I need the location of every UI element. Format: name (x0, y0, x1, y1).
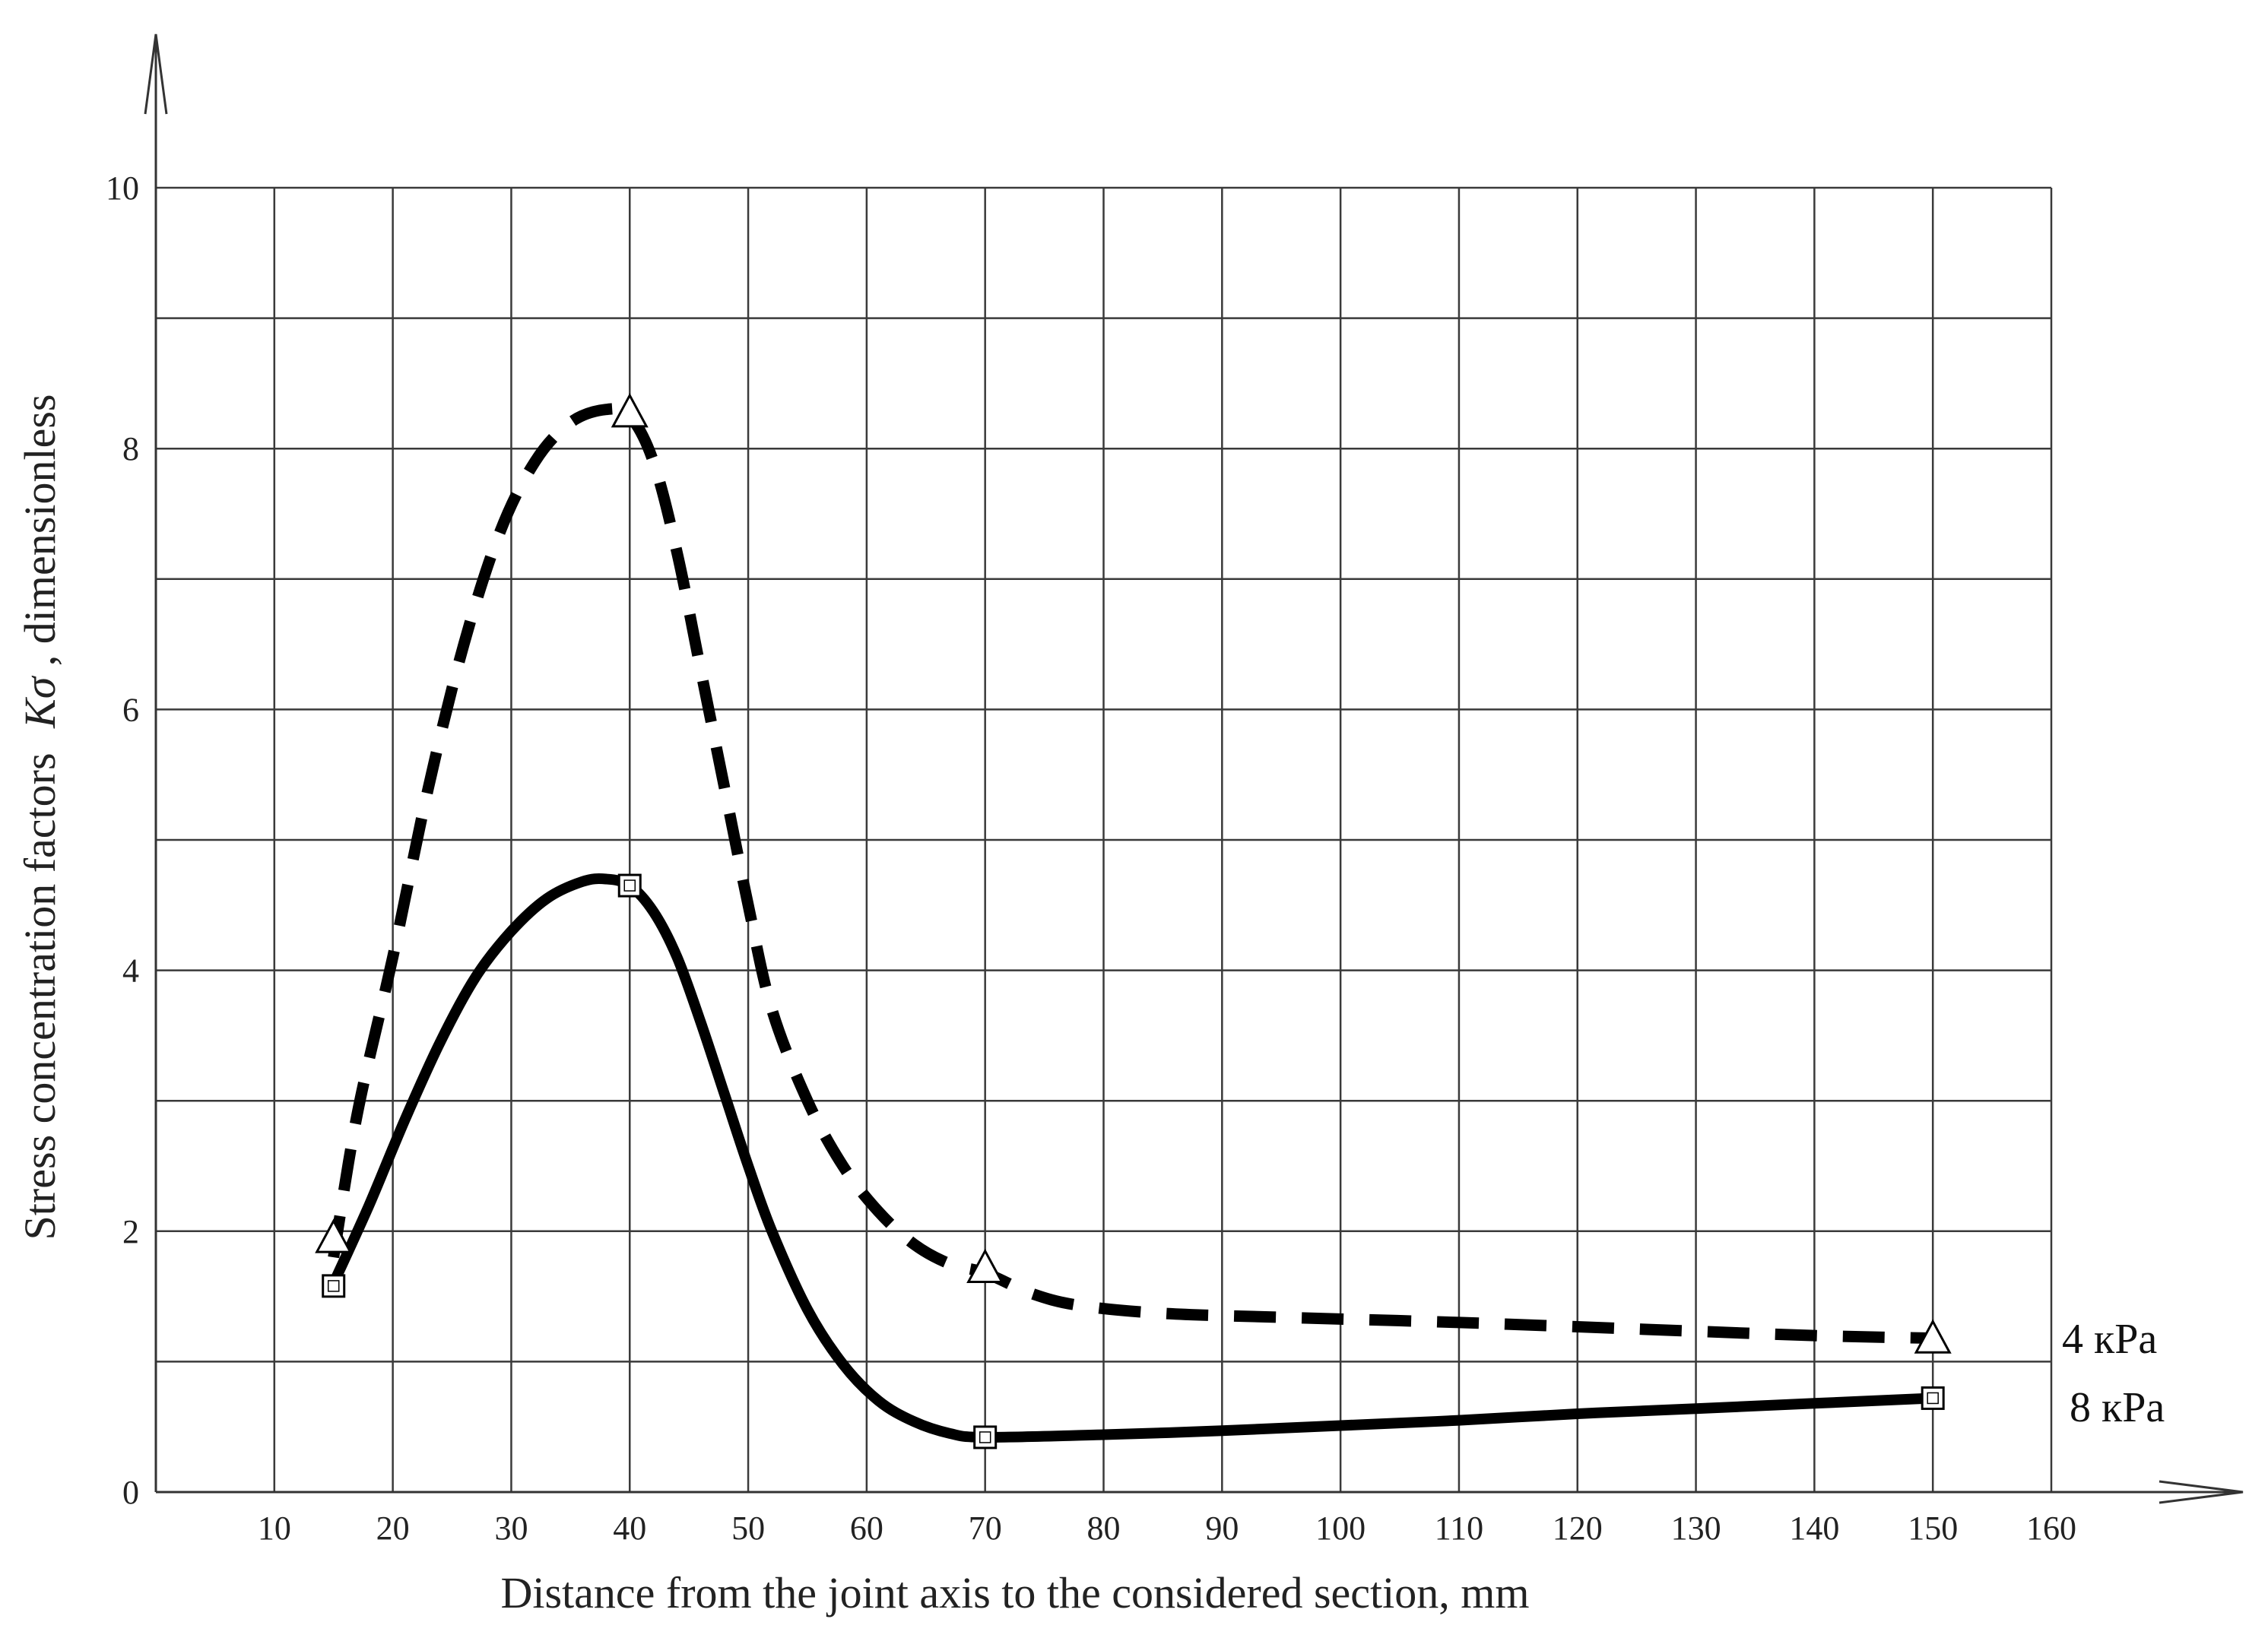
series-label-4kpa: 4 кPa (2062, 1316, 2157, 1363)
x-tick-label: 160 (2026, 1510, 2076, 1547)
y-tick-label: 8 (122, 430, 139, 467)
x-tick-label: 90 (1205, 1510, 1239, 1547)
data-point-square (973, 1425, 998, 1449)
x-tick-label: 20 (376, 1510, 410, 1547)
y-axis-title-symbol: Kσ (15, 675, 65, 729)
series-line-8kpa (328, 873, 1933, 1443)
data-point-triangle (315, 1218, 353, 1253)
data-point-square-inner (327, 1280, 340, 1292)
data-point-square (322, 1274, 346, 1298)
x-tick-label: 150 (1908, 1510, 1958, 1547)
y-tick-label: 2 (122, 1213, 139, 1250)
y-axis-title-tail: , dimensionless (15, 394, 65, 667)
y-tick-labels: 0 2 4 6 8 10 (106, 170, 139, 1511)
y-axis-arrow (144, 33, 168, 115)
x-tick-label: 130 (1671, 1510, 1721, 1547)
y-tick-label: 10 (106, 170, 139, 207)
y-tick-label: 0 (122, 1474, 139, 1511)
data-point-square-inner (623, 879, 636, 892)
series-layer (328, 403, 1933, 1443)
y-tick-label: 4 (122, 952, 139, 990)
x-tick-label: 110 (1435, 1510, 1483, 1547)
data-point-triangle (966, 1248, 1004, 1284)
data-point-triangle (611, 392, 649, 428)
x-tick-label: 80 (1087, 1510, 1121, 1547)
x-tick-label: 60 (850, 1510, 883, 1547)
data-point-square (617, 873, 642, 898)
x-tick-label: 30 (494, 1510, 528, 1547)
x-tick-label: 140 (1789, 1510, 1839, 1547)
x-tick-label: 100 (1315, 1510, 1366, 1547)
data-point-triangle (1914, 1319, 1952, 1354)
axes (144, 33, 2244, 1504)
grid (156, 186, 2053, 1492)
x-tick-label: 70 (969, 1510, 1002, 1547)
y-tick-label: 6 (122, 691, 139, 728)
x-tick-label: 10 (258, 1510, 291, 1547)
x-tick-label: 50 (731, 1510, 765, 1547)
x-tick-label: 40 (613, 1510, 646, 1547)
x-tick-labels: 10 20 30 40 50 60 70 80 90 100 110 120 130 140 150 160 (258, 1510, 2076, 1547)
x-axis-title: Distance from the joint axis to the cons… (500, 1568, 1529, 1617)
x-axis-arrow (2159, 1480, 2244, 1504)
series-line-4kpa (328, 403, 1933, 1344)
series-label-8kpa: 8 кPa (2070, 1384, 2165, 1431)
y-axis-title: Stress concentration factors Kσ , dimens… (15, 394, 65, 1240)
marker-layer (315, 392, 1952, 1449)
y-axis-title-main: Stress concentration factors (15, 752, 65, 1240)
data-point-square-inner (979, 1431, 991, 1443)
data-point-square-inner (1927, 1392, 1939, 1405)
data-point-square (1921, 1386, 1945, 1410)
x-tick-label: 120 (1553, 1510, 1603, 1547)
